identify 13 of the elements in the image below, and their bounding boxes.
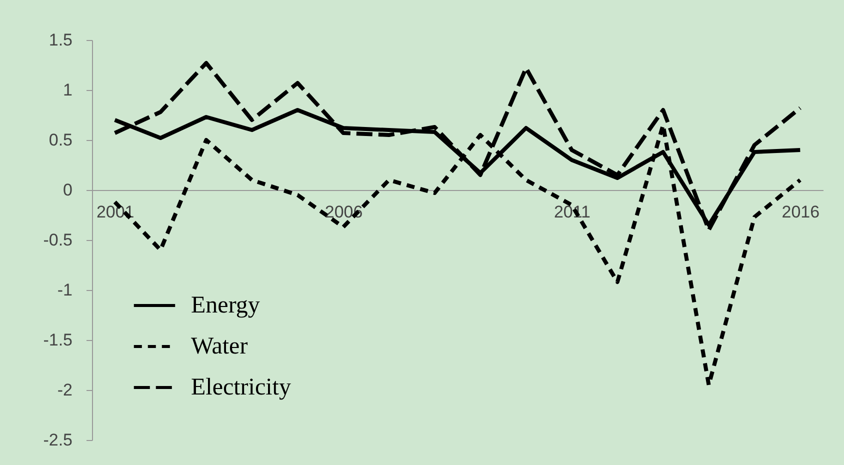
y-tick-label: -2.5: [43, 430, 72, 450]
legend-label: Electricity: [191, 374, 291, 400]
legend-label: Energy: [191, 292, 260, 318]
y-tick-label: -1: [57, 280, 72, 300]
legend-label: Water: [191, 334, 248, 360]
y-tick-label: -1.5: [43, 330, 72, 350]
y-tick-label: 1.5: [48, 30, 72, 50]
x-tick-label: 2016: [782, 202, 820, 222]
y-tick-label: 1: [63, 80, 72, 100]
y-tick-label: 0: [63, 180, 72, 200]
y-tick-label: 0.5: [48, 130, 72, 150]
y-tick-label: -2: [57, 380, 72, 400]
y-tick-label: -0.5: [43, 230, 72, 250]
